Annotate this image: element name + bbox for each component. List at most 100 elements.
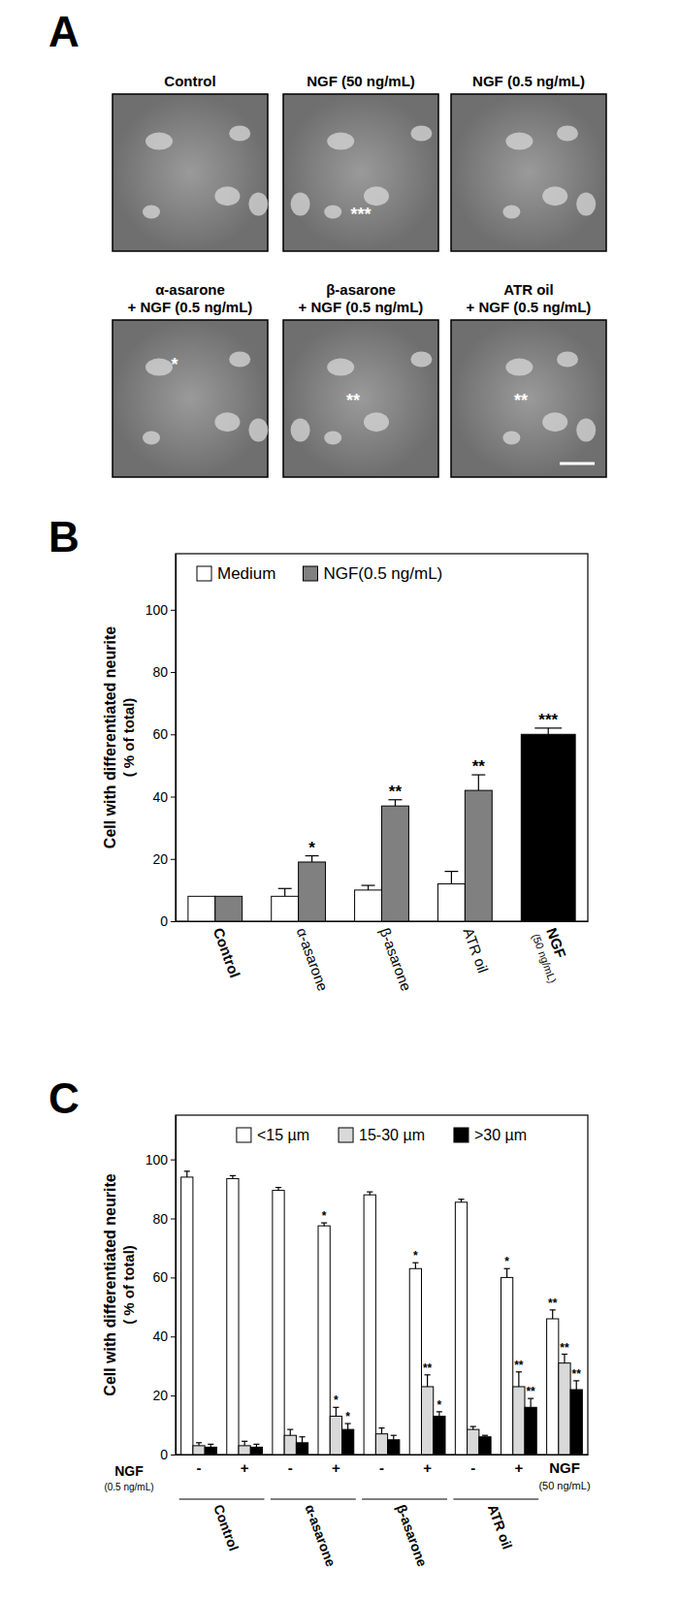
cell-shape [505, 358, 533, 377]
x-axis-line [176, 921, 589, 923]
y-tick-label: 0 [160, 913, 168, 930]
bar [454, 1202, 467, 1455]
group-bracket [270, 1498, 356, 1500]
y-axis: 020406080100 [145, 1116, 177, 1463]
cell-shape [228, 352, 251, 368]
legend: MediumNGF(0.5 ng/mL) [196, 564, 443, 583]
y-tick-label: 100 [145, 602, 169, 618]
y-tick-label: 40 [152, 1328, 168, 1345]
bar [298, 862, 326, 922]
significance: * [322, 1209, 327, 1224]
error-cap [361, 884, 376, 886]
error-cap [366, 1192, 373, 1194]
x-tick-label: + [514, 1459, 523, 1477]
x-tick: NGF(50 ng/mL) [529, 926, 570, 986]
legend-label: Medium [217, 564, 276, 583]
micrograph [451, 320, 607, 478]
error-cap [229, 1175, 236, 1177]
error-cap [278, 888, 292, 890]
image-mark: ** [514, 390, 528, 411]
y-tick-label: 60 [152, 1269, 168, 1286]
x-tick: - [288, 1459, 293, 1477]
y-tick: 80 [152, 664, 176, 680]
error-bar [530, 1398, 532, 1408]
row-label: (0.5 ng/mL) [103, 1482, 154, 1493]
error-bar [335, 1407, 337, 1417]
image-title: Control [163, 72, 216, 90]
y-tick-label: 60 [152, 726, 168, 743]
error-bar [284, 888, 286, 897]
error-bar [438, 1412, 440, 1418]
cell-shape [145, 358, 173, 377]
plot-frame [175, 1115, 588, 1455]
bar [388, 1440, 400, 1455]
y-tick-mark [170, 1277, 176, 1279]
significance: ** [572, 1367, 582, 1382]
y-axis-title: Cell with differentiated neurite [101, 1173, 119, 1396]
legend-item: Medium [196, 564, 276, 583]
bar [570, 1390, 582, 1455]
y-tick-label: 100 [145, 1152, 169, 1168]
error-bar [451, 872, 453, 885]
y-tick: 0 [160, 1447, 176, 1463]
chart: C020406080100Cell with differentiated ne… [48, 1074, 591, 1570]
legend-label: 15-30 µm [358, 1127, 425, 1144]
panel-label: C [48, 1074, 80, 1123]
legend-swatch [196, 566, 212, 582]
error-cap [207, 1444, 214, 1446]
error-cap [482, 1435, 488, 1437]
group-bracket [361, 1498, 448, 1500]
cell-shape [576, 418, 596, 442]
y-tick-label: 0 [160, 1447, 168, 1463]
x-tick: - [196, 1459, 202, 1477]
image-frame [112, 94, 268, 252]
y-tick-label: 20 [152, 851, 168, 868]
error-bar [392, 1435, 394, 1441]
x-tick: + [331, 1459, 341, 1477]
x-tick-label: + [331, 1459, 341, 1477]
x-tick: + [422, 1459, 432, 1477]
group-label: β-asarone [393, 1502, 431, 1570]
error-cap [444, 871, 458, 873]
bar [188, 896, 216, 922]
x-tick-label: + [240, 1459, 250, 1477]
x-tick-label: - [288, 1459, 293, 1477]
cell-shape [410, 352, 432, 368]
significance: ** [548, 1296, 558, 1311]
annotations: ****************** [322, 1209, 582, 1424]
bar [295, 1443, 308, 1455]
error-bar [563, 1355, 565, 1364]
y-tick-mark [170, 859, 176, 861]
error-cap [184, 1170, 191, 1172]
cell-shape [323, 205, 342, 220]
y-tick: 60 [152, 726, 176, 743]
significance: * [345, 1410, 351, 1424]
error-bar [186, 1171, 188, 1178]
x-axis: -+-+-+-+NGF(50 ng/mL) [176, 1455, 591, 1493]
micrograph [112, 320, 268, 478]
image-title: + NGF (0.5 ng/mL) [298, 298, 424, 316]
y-tick: 60 [152, 1269, 176, 1286]
y-tick-mark [170, 1160, 176, 1162]
cell-shape [326, 132, 355, 151]
group-label: Control [210, 1502, 242, 1553]
y-axis-line [175, 1116, 177, 1456]
legend-swatch [302, 566, 318, 582]
error-cap [390, 1435, 397, 1437]
x-tick-label: - [196, 1459, 202, 1477]
error-bar [415, 1262, 417, 1269]
cell-shape [556, 352, 579, 368]
cell-shape [542, 412, 568, 432]
bar [479, 1437, 491, 1455]
error-cap [457, 1198, 464, 1200]
bar [193, 1446, 205, 1455]
error-cap [253, 1444, 259, 1446]
y-tick: 40 [152, 1328, 176, 1345]
x-tick: Control [210, 926, 244, 981]
y-tick-mark [170, 797, 176, 799]
image-title: NGF (0.5 ng/mL) [472, 72, 585, 90]
micrograph [283, 320, 439, 478]
significance: * [413, 1249, 419, 1263]
significance: * [333, 1393, 339, 1408]
significance: *** [538, 711, 558, 730]
